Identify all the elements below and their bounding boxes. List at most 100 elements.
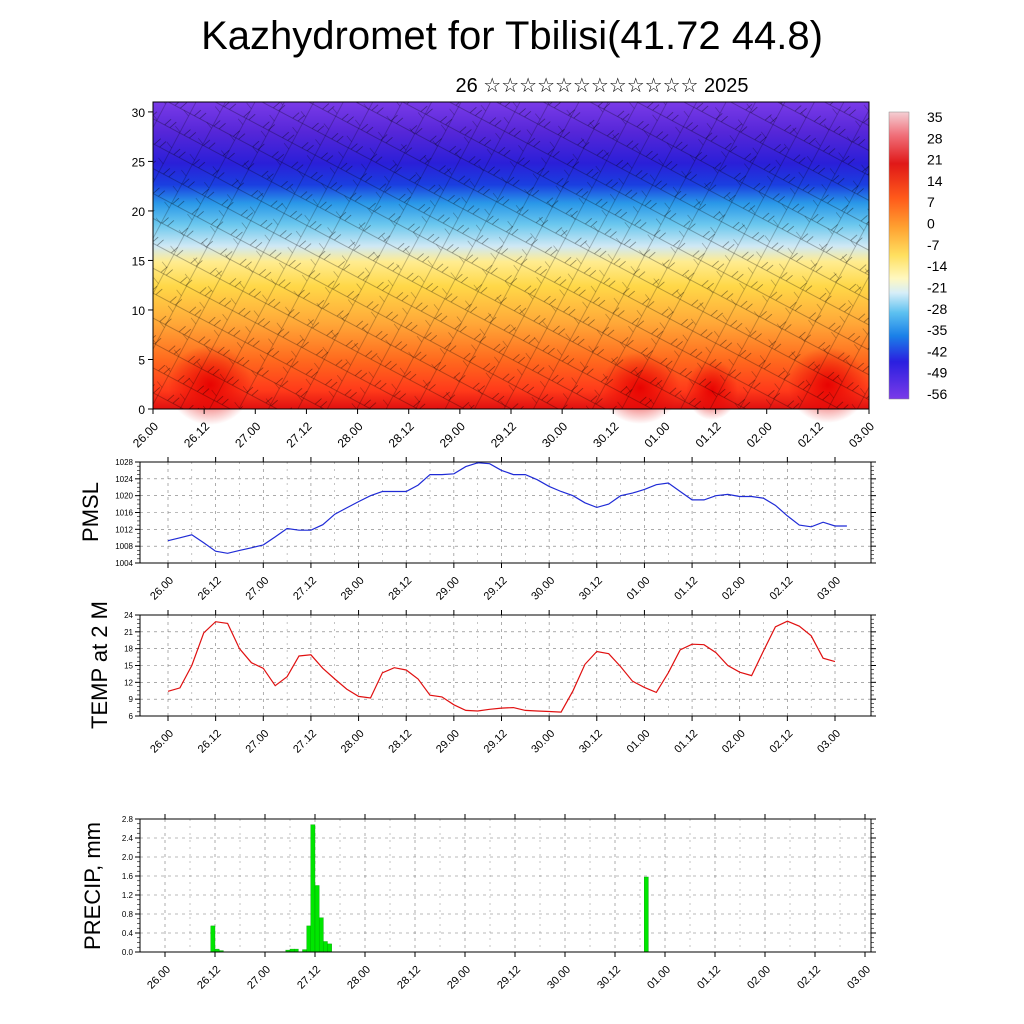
- cross-section-x-tick-label: 29.00: [437, 419, 468, 450]
- x-tick-label: 28.12: [386, 575, 414, 603]
- pmsl-grid: [140, 462, 871, 563]
- x-tick-label: 27.12: [295, 964, 323, 992]
- cross-section-x-tick-label: 29.12: [488, 419, 519, 450]
- cross-section-x-tick-label: 01.00: [641, 419, 672, 450]
- colorbar-label: 0: [927, 216, 935, 232]
- precip-grid: [140, 819, 871, 952]
- temp-y-axis: 6 9 12 15 18 21 24: [124, 611, 876, 721]
- x-tick-label: 30.00: [529, 728, 557, 756]
- cross-section-y-tick-label: 25: [132, 155, 146, 169]
- x-tick-label: 27.00: [245, 964, 273, 992]
- wind-barbs-overlay-2: [153, 102, 869, 409]
- precip-bars: [210, 824, 649, 953]
- y-tick-label: 1020: [115, 492, 133, 501]
- precip-bar: [323, 941, 328, 953]
- y-tick-label: 9: [129, 695, 134, 704]
- x-tick-label: 26.00: [148, 575, 176, 603]
- x-tick-label: 03.00: [815, 575, 843, 603]
- cross-section-y-tick-label: 5: [138, 353, 145, 367]
- y-tick-label: 0.4: [122, 929, 134, 938]
- x-tick-label: 26.12: [196, 728, 224, 756]
- colorbar-label: -14: [927, 258, 947, 274]
- x-tick-label: 27.12: [291, 575, 319, 603]
- temp-series-line: [167, 620, 836, 713]
- cross-section-y-axis: 0 5 10 15 20 25 30: [132, 106, 153, 417]
- colorbar-label: -35: [927, 322, 947, 338]
- colorbar-label: -49: [927, 365, 947, 381]
- colorbar-label: -28: [927, 301, 947, 317]
- precip-x-axis: 26.00 26.12 27.00 27.12 28.00 28.12 29.00 29.12…: [145, 814, 873, 992]
- y-tick-label: 2.4: [122, 834, 134, 843]
- colorbar-strip: [888, 111, 910, 400]
- cross-section-y-tick-label: 30: [132, 106, 146, 120]
- precip-bar: [306, 925, 312, 953]
- precip-bar: [310, 824, 316, 953]
- y-tick-label: 1008: [115, 542, 133, 551]
- x-tick-label: 28.00: [345, 964, 373, 992]
- x-tick-label: 30.12: [577, 728, 605, 756]
- cross-section-y-tick-label: 20: [132, 205, 146, 219]
- cross-section-x-tick-label: 01.12: [693, 419, 724, 450]
- pmsl-y-label: PMSL: [78, 482, 103, 542]
- y-tick-label: 1004: [115, 559, 133, 568]
- colorbar-label: -7: [927, 237, 940, 253]
- temp-panel: 6 9 12 15 18 21 24 26.00 26.12 27.00 27.12 28.00 28…: [87, 601, 876, 756]
- x-tick-label: 29.12: [495, 964, 523, 992]
- x-tick-label: 02.00: [745, 964, 773, 992]
- chart-title: Kazhydromet for Tbilisi(41.72 44.8): [201, 14, 823, 58]
- temp-y-label: TEMP at 2 M: [87, 601, 112, 729]
- precip-y-label: PRECIP, mm: [80, 822, 105, 950]
- x-tick-label: 30.00: [529, 575, 557, 603]
- cross-section-x-axis: 26.00 26.12 27.00 27.12 28.00 28.12 29.00 29.12…: [130, 409, 877, 450]
- cross-section-x-tick-label: 26.00: [130, 419, 161, 450]
- x-tick-label: 01.00: [625, 728, 653, 756]
- cross-section-y-tick-label: 0: [138, 403, 145, 417]
- y-tick-label: 1012: [115, 525, 133, 534]
- cross-section-y-tick-label: 15: [132, 254, 146, 268]
- x-tick-label: 29.00: [434, 575, 462, 603]
- precip-bar: [644, 876, 649, 953]
- precip-panel: 0.0 0.4 0.8 1.2 1.6 2.0 2.4 2.8 26.00 26.12 27.00…: [80, 814, 876, 992]
- x-tick-label: 02.12: [768, 575, 796, 603]
- cross-section-x-tick-label: 28.12: [386, 419, 417, 450]
- x-tick-label: 03.00: [815, 728, 843, 756]
- cross-section-x-tick-label: 30.12: [590, 419, 621, 450]
- x-tick-label: 01.12: [672, 728, 700, 756]
- pmsl-y-axis: 1004 1008 1012 1016 1020 1024 1028: [115, 458, 876, 568]
- colorbar-label: 21: [927, 152, 943, 168]
- x-tick-label: 27.12: [291, 728, 319, 756]
- colorbar-label: -56: [927, 386, 947, 402]
- cross-section-x-tick-label: 02.00: [744, 419, 775, 450]
- x-tick-label: 30.00: [545, 964, 573, 992]
- colorbar-labels: 35 28 21 14 7 0 -7 -14 -21 -28 -35 -42 -49 -56: [927, 109, 947, 402]
- precip-frame: [139, 818, 872, 953]
- precip-bar: [319, 917, 324, 953]
- x-tick-label: 29.00: [434, 728, 462, 756]
- cross-section-x-tick-label: 27.00: [232, 419, 263, 450]
- x-tick-label: 02.12: [768, 728, 796, 756]
- y-tick-label: 1016: [115, 509, 133, 518]
- cross-section-y-tick-label: 10: [132, 304, 146, 318]
- colorbar-label: 35: [927, 109, 943, 125]
- y-tick-label: 2.0: [122, 853, 134, 862]
- x-tick-label: 26.00: [148, 728, 176, 756]
- x-tick-label: 27.00: [243, 728, 271, 756]
- cross-section-x-tick-label: 02.12: [795, 419, 826, 450]
- colorbar: 35 28 21 14 7 0 -7 -14 -21 -28 -35 -42 -49 -56: [888, 109, 947, 402]
- x-tick-label: 28.12: [395, 964, 423, 992]
- y-tick-label: 0.8: [122, 910, 134, 919]
- colorbar-label: 28: [927, 130, 943, 146]
- x-tick-label: 02.00: [720, 728, 748, 756]
- colorbar-label: 7: [927, 194, 935, 210]
- x-tick-label: 02.12: [795, 964, 823, 992]
- y-tick-label: 21: [124, 628, 133, 637]
- x-tick-label: 28.00: [339, 575, 367, 603]
- y-tick-label: 1.6: [122, 872, 134, 881]
- y-tick-label: 0.0: [122, 948, 134, 957]
- cross-section-x-tick-label: 27.12: [283, 419, 314, 450]
- x-tick-label: 01.12: [672, 575, 700, 603]
- pmsl-panel: 1004 1008 1012 1016 1020 1024 1028 26.00 26.12 2…: [78, 457, 876, 603]
- chart-subtitle: 26 ☆☆☆☆☆☆☆☆☆☆☆☆ 2025: [455, 75, 749, 97]
- y-tick-label: 1.2: [122, 891, 134, 900]
